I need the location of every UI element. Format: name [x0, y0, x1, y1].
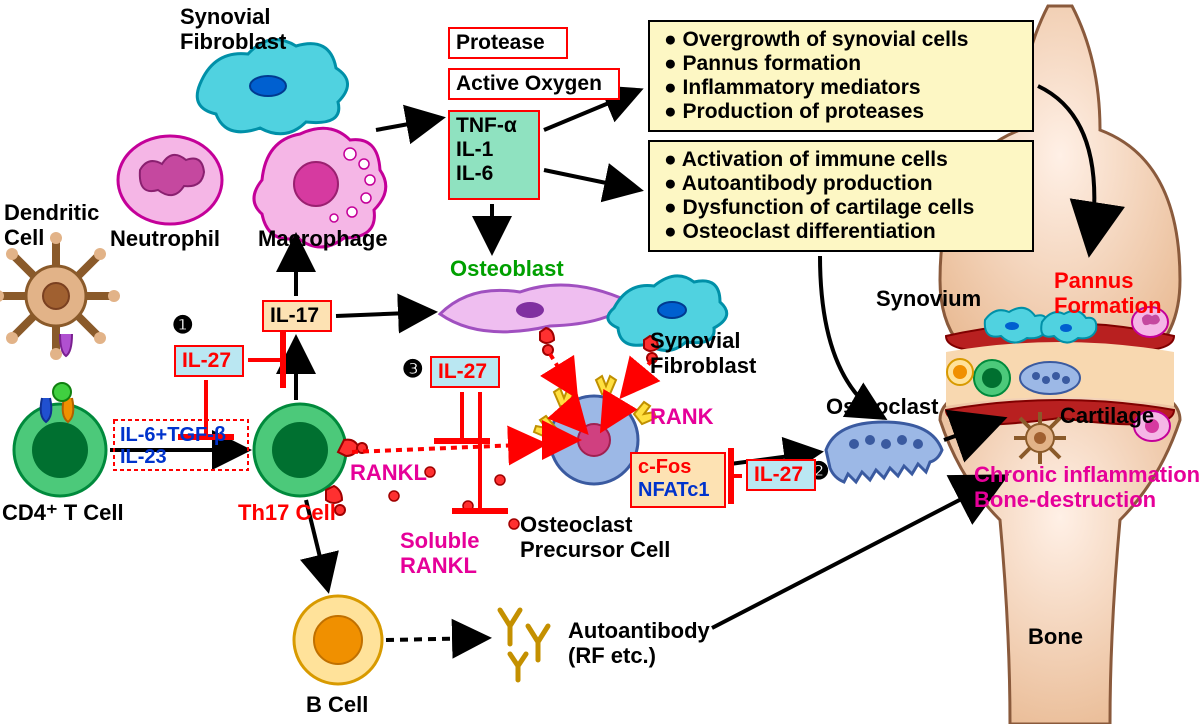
bullet-item: Autoantibody production	[664, 172, 1022, 196]
label-num1: ❶	[172, 312, 194, 340]
bullet-item: Overgrowth of synovial cells	[664, 28, 1022, 52]
osteoblast-cell	[440, 285, 630, 355]
label-synfib2: Synovial Fibroblast	[650, 328, 756, 379]
box-il17: IL-17	[262, 300, 332, 332]
label-neutrophil: Neutrophil	[110, 226, 220, 251]
label-soluble_rankl: Soluble RANKL	[400, 528, 479, 579]
b-cell	[294, 596, 382, 684]
label-synovial_fibroblast_top: Synovial Fibroblast	[180, 4, 286, 55]
box-il27_1: IL-27	[174, 345, 244, 377]
label-cd4t: CD4⁺ T Cell	[2, 500, 124, 525]
label-il6tgfb: IL-6+TGF-β	[120, 424, 226, 447]
box-cfos: c-FosNFATc1	[630, 452, 726, 508]
box-activeoxygen: Active Oxygen	[448, 68, 620, 100]
box-il27_2: IL-27	[746, 459, 816, 491]
bullet-box-box1: Overgrowth of synovial cellsPannus forma…	[648, 20, 1034, 132]
cd4-t-cell	[14, 383, 106, 496]
label-bone: Bone	[1028, 624, 1083, 649]
label-osteoclast: Osteoclast	[826, 394, 939, 419]
box-il27_3: IL-27	[430, 356, 500, 388]
bullet-box-box2: Activation of immune cellsAutoantibody p…	[648, 140, 1034, 252]
dendritic-cell	[0, 232, 120, 360]
autoantibody-icon	[500, 610, 548, 680]
label-bcell: B Cell	[306, 692, 368, 717]
bullet-item: Dysfunction of cartilage cells	[664, 196, 1022, 220]
label-il23: IL-23	[120, 446, 167, 469]
bullet-item: Inflammatory mediators	[664, 76, 1022, 100]
label-ocprec: Osteoclast Precursor Cell	[520, 512, 670, 563]
label-macrophage: Macrophage	[258, 226, 388, 251]
osteoclast-cell	[826, 422, 942, 482]
label-chronic: Chronic inflammation Bone-destruction	[974, 462, 1200, 513]
label-osteoblast: Osteoblast	[450, 256, 564, 281]
label-rankl: RANKL	[350, 460, 427, 485]
bullet-item: Production of proteases	[664, 100, 1022, 124]
label-autoantibody: Autoantibody (RF etc.)	[568, 618, 710, 669]
label-num3: ❸	[402, 356, 424, 384]
bullet-item: Pannus formation	[664, 52, 1022, 76]
label-pannus: Pannus Formation	[1054, 268, 1162, 319]
bullet-item: Activation of immune cells	[664, 148, 1022, 172]
box-protease: Protease	[448, 27, 568, 59]
label-cartilage: Cartilage	[1060, 403, 1154, 428]
neutrophil-cell	[118, 136, 222, 224]
label-synovium: Synovium	[876, 286, 981, 311]
label-th17: Th17 Cell	[238, 500, 336, 525]
bullet-item: Osteoclast differentiation	[664, 220, 1022, 244]
label-dendritic: Dendritic Cell	[4, 200, 99, 251]
label-rank: RANK	[650, 404, 714, 429]
box-cytokines: TNF-α IL-1 IL-6	[448, 110, 540, 200]
